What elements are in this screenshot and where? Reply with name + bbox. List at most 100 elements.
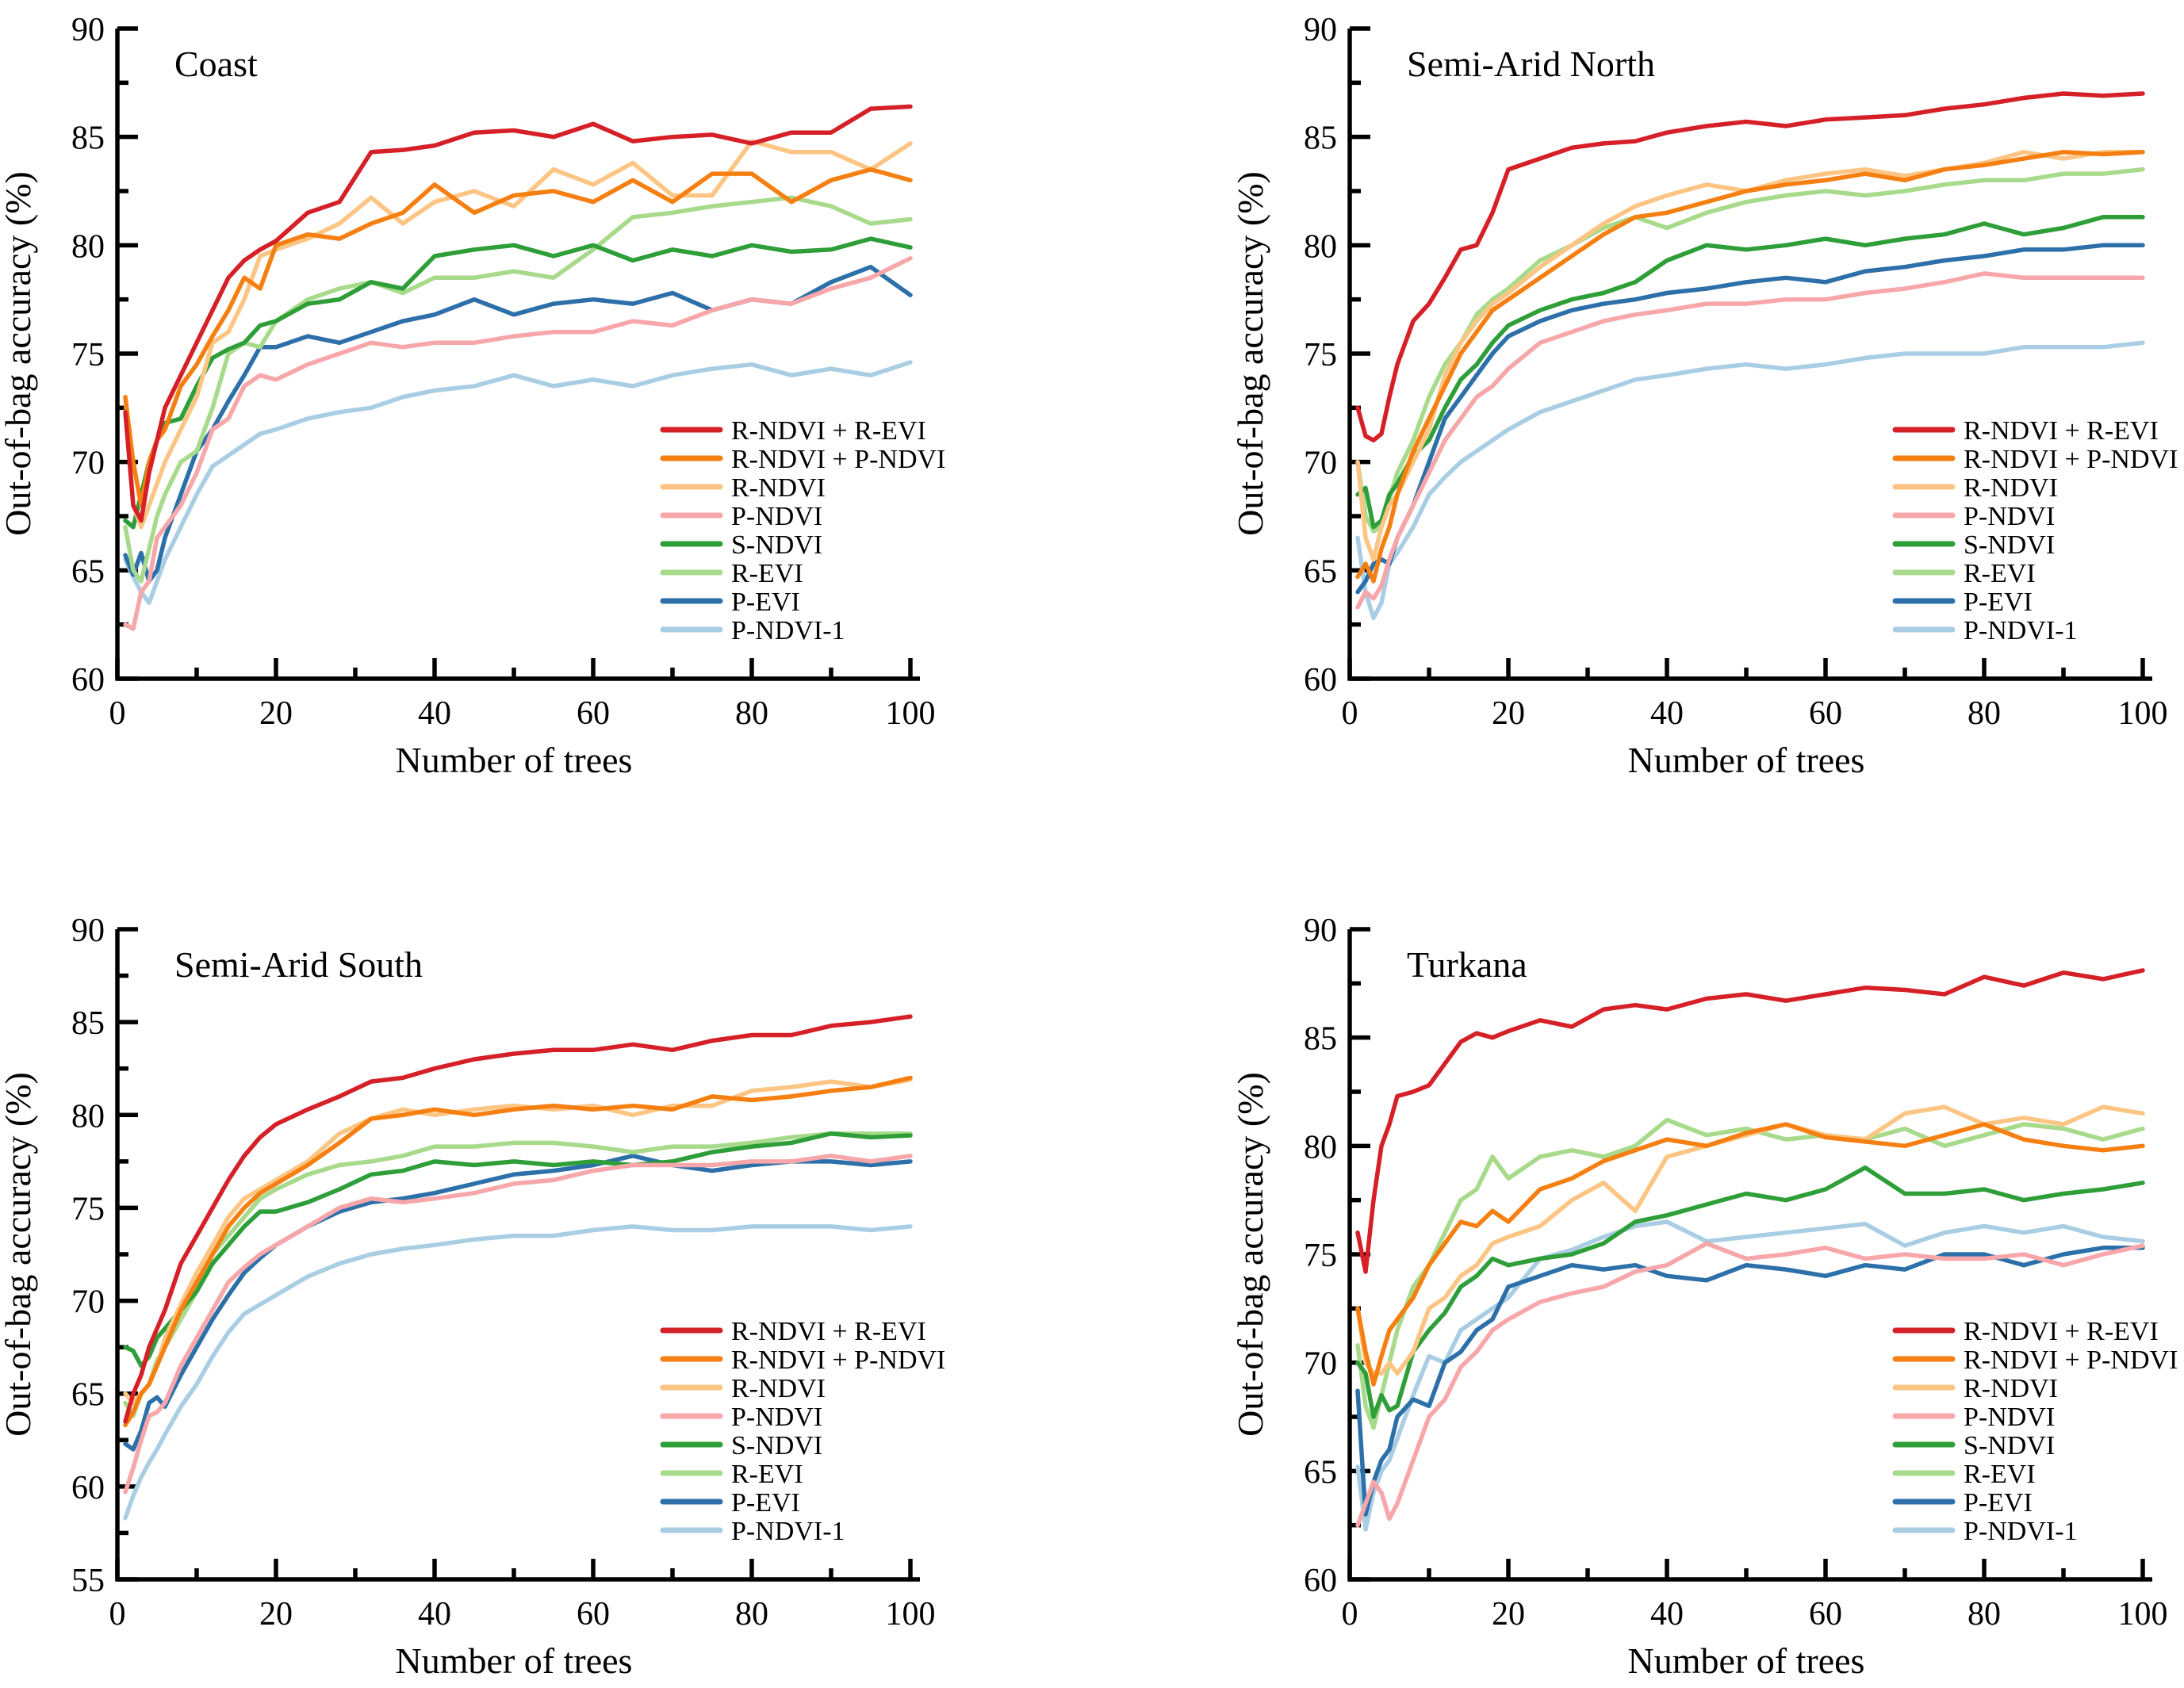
legend-item-r-ndvi-r-evi: R-NDVI + R-EVI: [660, 416, 926, 446]
x-axis-label: Number of trees: [396, 1640, 633, 1681]
y-tick-label: 70: [1304, 446, 1337, 482]
y-axis: 55 60 65 70 75 80 85 90: [71, 913, 138, 1599]
legend-item-p-ndvi: P-NDVI: [660, 502, 822, 531]
series-line-r-ndvi-p-ndvi: [1355, 1122, 2145, 1387]
legend-item-s-ndvi: S-NDVI: [1892, 530, 2055, 560]
y-tick-label: 70: [71, 446, 105, 482]
y-tick-label: 80: [71, 1098, 105, 1135]
x-tick-label: 80: [1968, 1596, 2001, 1632]
series-line-p-ndvi-1: [123, 1224, 913, 1521]
panel-semi-arid-south: 55 60 65 70 75 80 85 90 0 20 40 60 80 100 Number of tr…: [0, 913, 945, 1681]
series-line-r-ndvi-r-evi: [1355, 968, 2145, 1274]
x-tick-label: 100: [886, 1596, 936, 1632]
x-tick-label: 0: [1342, 1596, 1358, 1632]
legend-item-p-ndvi: P-NDVI: [1892, 502, 2055, 531]
legend-item-r-ndvi-p-ndvi: R-NDVI + P-NDVI: [660, 445, 945, 474]
legend-label: P-NDVI-1: [731, 1517, 845, 1546]
x-tick-label: 100: [2118, 695, 2168, 732]
y-tick-label: 90: [1304, 913, 1337, 949]
series-line-r-ndvi-r-evi: [123, 1014, 913, 1424]
panel-coast: 60 65 70 75 80 85 90 0 20 40 60 80 100 Number of tree…: [0, 12, 945, 780]
x-tick-label: 0: [109, 1596, 126, 1632]
x-tick-label: 80: [735, 695, 768, 732]
x-axis-label: Number of trees: [1628, 1640, 1865, 1681]
legend-item-p-ndvi-1: P-NDVI-1: [660, 616, 845, 645]
series-lines: [123, 104, 913, 631]
y-tick-label: 80: [1304, 1129, 1337, 1166]
legend-label: P-NDVI: [731, 1403, 822, 1432]
y-tick-label: 90: [71, 913, 105, 949]
legend-label: R-NDVI + P-NDVI: [731, 445, 945, 474]
y-axis-label: Out-of-bag accuracy (%): [1230, 171, 1270, 536]
series-line-s-ndvi: [123, 236, 913, 530]
y-tick-label: 55: [71, 1563, 105, 1599]
x-axis: 0 20 40 60 80 100: [1342, 1559, 2168, 1632]
series-line-p-evi: [1355, 1246, 2145, 1517]
legend-label: R-NDVI + R-EVI: [731, 1317, 926, 1346]
legend-item-r-ndvi-r-evi: R-NDVI + R-EVI: [1892, 416, 2159, 446]
legend-label: S-NDVI: [1964, 530, 2055, 560]
legend-item-s-ndvi: S-NDVI: [660, 530, 822, 560]
legend-label: P-NDVI: [1964, 1403, 2055, 1432]
series-lines: [123, 1014, 913, 1521]
panel-title: Semi-Arid South: [174, 944, 423, 985]
y-tick-label: 75: [71, 1191, 105, 1227]
series-line-p-ndvi-1: [1355, 1219, 2145, 1532]
x-tick-label: 60: [577, 695, 610, 732]
legend-item-r-ndvi-r-evi: R-NDVI + R-EVI: [1892, 1317, 2159, 1346]
legend-label: R-EVI: [731, 1460, 803, 1489]
x-tick-label: 80: [735, 1596, 768, 1632]
x-axis: 0 20 40 60 80 100: [109, 658, 936, 732]
series-line-p-ndvi: [123, 1154, 913, 1495]
legend-label: R-NDVI + R-EVI: [731, 416, 926, 446]
legend-item-p-evi: P-EVI: [660, 588, 800, 617]
x-tick-label: 40: [418, 1596, 451, 1632]
series-lines: [1355, 968, 2145, 1532]
y-tick-label: 85: [71, 1005, 105, 1042]
x-tick-label: 0: [1342, 695, 1358, 732]
y-tick-label: 65: [71, 1377, 105, 1414]
y-tick-label: 70: [1304, 1346, 1337, 1383]
series-line-r-evi: [1355, 1117, 2145, 1430]
legend-label: P-NDVI: [1964, 502, 2055, 531]
panel-title: Coast: [174, 44, 258, 84]
y-axis: 60 65 70 75 80 85 90: [1304, 913, 1370, 1599]
legend-item-r-ndvi: R-NDVI: [660, 1374, 826, 1403]
legend-label: R-EVI: [1964, 1460, 2036, 1489]
legend-item-r-evi: R-EVI: [1892, 1460, 2036, 1489]
x-axis: 0 20 40 60 80 100: [1342, 658, 2168, 732]
series-line-p-ndvi-1: [123, 360, 913, 606]
y-tick-label: 60: [1304, 1563, 1337, 1599]
x-tick-label: 100: [886, 695, 936, 732]
y-axis: 60 65 70 75 80 85 90: [71, 12, 138, 699]
y-tick-label: 60: [71, 1470, 105, 1506]
y-tick-label: 85: [1304, 1021, 1337, 1058]
legend-item-p-evi: P-EVI: [660, 1488, 800, 1518]
y-tick-label: 85: [71, 121, 105, 157]
series-line-r-ndvi: [123, 139, 913, 530]
x-tick-label: 60: [577, 1596, 610, 1632]
series-line-p-ndvi: [1355, 1241, 2145, 1528]
x-tick-label: 20: [1492, 695, 1525, 732]
legend-label: S-NDVI: [1964, 1431, 2055, 1460]
legend-item-p-ndvi-1: P-NDVI-1: [660, 1517, 845, 1546]
y-tick-label: 90: [71, 12, 105, 48]
legend-item-r-ndvi-p-ndvi: R-NDVI + P-NDVI: [660, 1345, 945, 1375]
legend-item-p-evi: P-EVI: [1892, 588, 2033, 617]
legend-label: S-NDVI: [731, 530, 822, 560]
y-tick-label: 75: [71, 337, 105, 373]
x-tick-label: 100: [2118, 1596, 2168, 1632]
legend-label: R-NDVI + P-NDVI: [731, 1345, 945, 1375]
x-tick-label: 40: [418, 695, 451, 732]
x-tick-label: 20: [259, 695, 293, 732]
series-lines: [1355, 91, 2145, 621]
y-axis-label: Out-of-bag accuracy (%): [1230, 1072, 1270, 1437]
y-tick-label: 65: [71, 553, 105, 590]
legend-label: P-EVI: [1964, 588, 2033, 617]
legend-label: P-NDVI-1: [1964, 616, 2078, 645]
legend-label: P-EVI: [731, 588, 800, 617]
